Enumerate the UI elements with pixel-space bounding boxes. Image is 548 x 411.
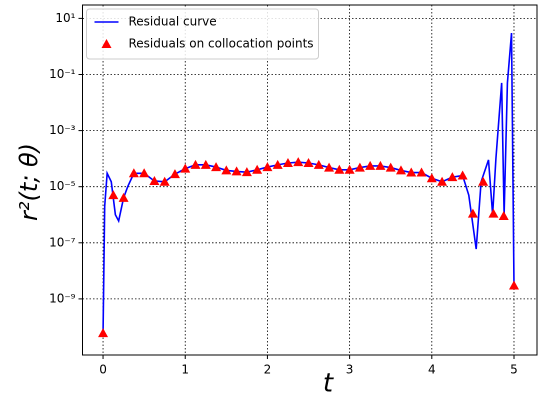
collocation-point [293,157,304,167]
legend-marker [101,39,112,48]
collocation-point [180,163,191,173]
collocation-point [221,165,232,175]
x-tick-label: 5 [510,363,518,377]
y-axis-label: r²(t; θ) [15,143,43,221]
collocation-point [169,169,180,179]
collocation-point [139,168,150,178]
collocation-point [478,176,489,186]
collocation-point [457,170,468,180]
y-tick-label: 10⁻⁹ [49,291,76,305]
collocation-point [416,167,427,177]
collocation-point [498,211,509,221]
collocation-point [190,159,201,169]
y-tick-label: 10⁻³ [49,123,76,137]
residual-curve [102,32,515,334]
collocation-point [488,208,499,218]
collocation-point [272,159,283,169]
collocation-point [385,162,396,172]
x-tick-label: 0 [99,363,107,377]
legend-box [86,8,319,60]
y-tick-label: 10⁻⁵ [49,179,76,193]
x-tick-label: 3 [346,363,354,377]
x-tick-label: 2 [264,363,272,377]
collocation-point [262,162,273,172]
collocation-point [98,328,109,338]
collocation-point [128,168,139,178]
collocation-point [324,162,335,172]
y-tick-label: 10⁻⁷ [49,235,76,249]
x-tick-label: 1 [181,363,189,377]
plot-frame [82,4,538,356]
collocation-point [108,190,119,200]
collocation-point [303,157,314,167]
collocation-point [231,166,242,176]
collocation-point [344,164,355,174]
x-tick-label: 4 [428,363,436,377]
legend-label: Residual curve [129,15,217,29]
y-tick-label: 10¹ [55,11,75,25]
collocation-point [159,176,170,186]
collocation-point [118,192,129,202]
collocation-point [282,157,293,167]
collocation-point [365,160,376,170]
collocation-point [354,162,365,172]
collocation-point [334,164,345,174]
collocation-point [508,280,519,290]
collocation-point [447,172,458,182]
collocation-point [375,160,386,170]
legend-label: Residuals on collocation points [129,37,314,51]
y-tick-label: 10⁻¹ [49,67,76,81]
x-axis-label: t [323,369,334,399]
collocation-point [200,159,211,169]
collocation-point [149,175,160,185]
collocation-point [467,208,478,218]
collocation-point [252,164,263,174]
collocation-point [211,162,222,172]
collocation-point [426,173,437,183]
collocation-point [395,165,406,175]
collocation-point [437,176,448,186]
collocation-point [241,167,252,177]
collocation-point [313,159,324,169]
collocation-point [406,167,417,177]
